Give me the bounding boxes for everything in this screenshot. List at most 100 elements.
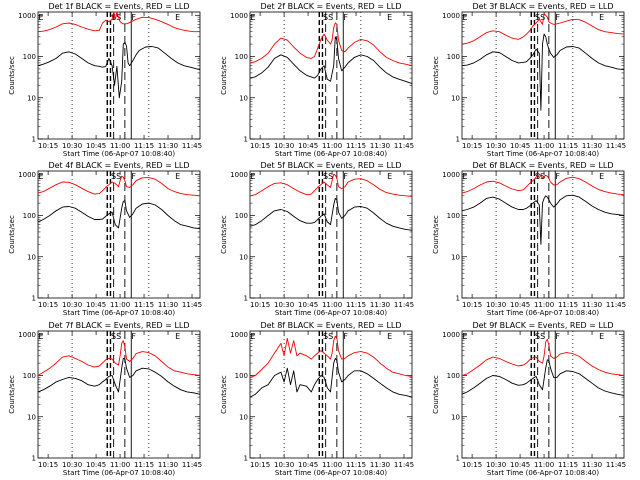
y-tick-label: 100 bbox=[235, 53, 248, 61]
x-tick-label: 11:30 bbox=[158, 142, 178, 150]
plot-frame bbox=[37, 330, 201, 459]
time-marker-label: E bbox=[250, 172, 255, 181]
lld-series-line bbox=[249, 173, 413, 197]
plot-frame bbox=[249, 170, 413, 299]
x-tick-label: 11:00 bbox=[322, 301, 342, 309]
y-tick-label: 10 bbox=[451, 413, 460, 421]
time-marker-label: E bbox=[38, 172, 43, 181]
panel-title: Det 3f BLACK = Events, RED = LLD bbox=[472, 2, 613, 11]
panel-title: Det 8f BLACK = Events, RED = LLD bbox=[260, 321, 401, 330]
x-tick-label: 10:15 bbox=[38, 461, 58, 469]
time-marker-label: E bbox=[250, 13, 255, 22]
x-tick-label: 10:15 bbox=[250, 142, 270, 150]
x-tick-label: 10:45 bbox=[298, 461, 318, 469]
y-tick-label: 10 bbox=[27, 253, 36, 261]
time-marker-label: SS bbox=[111, 172, 121, 181]
x-tick-label: 11:15 bbox=[346, 301, 366, 309]
lld-series-line bbox=[461, 173, 625, 196]
y-tick-label: 1 bbox=[244, 136, 248, 144]
x-tick-label: 11:15 bbox=[134, 461, 154, 469]
x-tick-label: 11:45 bbox=[182, 301, 202, 309]
y-axis-label: Counts/sec bbox=[220, 56, 228, 95]
x-tick-label: 10:30 bbox=[486, 461, 506, 469]
events-series-line bbox=[461, 194, 625, 245]
time-marker-label: E bbox=[599, 172, 604, 181]
events-series-line bbox=[249, 357, 413, 398]
time-marker-label: F bbox=[555, 172, 560, 181]
x-tick-label: 10:30 bbox=[486, 142, 506, 150]
x-tick-label: 10:15 bbox=[38, 142, 58, 150]
events-series-line bbox=[249, 36, 413, 85]
y-tick-label: 100 bbox=[447, 53, 460, 61]
x-axis-label: Start Time (06-Apr-07 10:08:40) bbox=[275, 150, 387, 158]
time-marker-label: F bbox=[131, 332, 136, 341]
lld-series-line bbox=[461, 338, 625, 376]
lld-series-line bbox=[37, 11, 200, 33]
panel-title: Det 6f BLACK = Events, RED = LLD bbox=[472, 161, 613, 170]
x-tick-label: 11:15 bbox=[134, 142, 154, 150]
time-marker-label: E bbox=[387, 172, 392, 181]
lld-series-line bbox=[37, 175, 201, 197]
plot-frame bbox=[461, 330, 625, 459]
x-tick-label: 10:45 bbox=[86, 461, 106, 469]
y-tick-label: 1 bbox=[456, 136, 460, 144]
plot-frame bbox=[249, 11, 413, 140]
x-tick-label: 10:45 bbox=[86, 142, 106, 150]
x-tick-label: 10:30 bbox=[62, 142, 82, 150]
y-tick-label: 100 bbox=[235, 212, 248, 220]
time-marker-label: E bbox=[38, 332, 43, 341]
x-tick-label: 10:30 bbox=[274, 301, 294, 309]
y-axis-label: Counts/sec bbox=[220, 375, 228, 414]
time-marker-label: E bbox=[38, 13, 43, 22]
y-tick-label: 100 bbox=[23, 212, 36, 220]
y-tick-label: 100 bbox=[23, 53, 36, 61]
y-tick-label: 1 bbox=[244, 455, 248, 463]
x-tick-label: 10:15 bbox=[462, 142, 482, 150]
x-axis-label: Start Time (06-Apr-07 10:08:40) bbox=[275, 469, 387, 477]
time-marker-label: SS bbox=[323, 13, 333, 22]
plot-frame bbox=[37, 11, 201, 140]
x-axis-label: Start Time (06-Apr-07 10:08:40) bbox=[487, 309, 599, 317]
time-marker-label: E bbox=[462, 13, 467, 22]
plot-frame bbox=[249, 330, 413, 459]
x-tick-label: 11:45 bbox=[182, 142, 202, 150]
panel-title: Det 9f BLACK = Events, RED = LLD bbox=[472, 321, 613, 330]
x-axis-label: Start Time (06-Apr-07 10:08:40) bbox=[63, 469, 175, 477]
y-axis-label: Counts/sec bbox=[432, 56, 440, 95]
y-tick-label: 10 bbox=[239, 253, 248, 261]
events-series-line bbox=[37, 41, 201, 99]
x-tick-label: 10:45 bbox=[510, 301, 530, 309]
plot-frame bbox=[37, 170, 201, 299]
x-tick-label: 10:45 bbox=[298, 301, 318, 309]
x-tick-label: 10:15 bbox=[250, 301, 270, 309]
lld-series-line bbox=[461, 13, 625, 45]
x-tick-label: 11:00 bbox=[110, 461, 130, 469]
y-tick-label: 1000 bbox=[442, 12, 460, 20]
y-axis-label: Counts/sec bbox=[8, 56, 16, 95]
x-tick-label: 10:15 bbox=[38, 301, 58, 309]
lld-series-line bbox=[249, 335, 413, 378]
x-tick-label: 11:00 bbox=[110, 142, 130, 150]
y-tick-label: 1000 bbox=[18, 331, 36, 339]
events-series-line bbox=[461, 33, 625, 111]
x-tick-label: 11:15 bbox=[346, 461, 366, 469]
time-marker-label: E bbox=[462, 172, 467, 181]
x-tick-label: 11:45 bbox=[606, 461, 626, 469]
y-tick-label: 100 bbox=[447, 372, 460, 380]
y-tick-label: 1000 bbox=[18, 171, 36, 179]
x-tick-label: 11:30 bbox=[582, 142, 602, 150]
y-axis-label: Counts/sec bbox=[8, 375, 16, 414]
x-tick-label: 10:30 bbox=[62, 301, 82, 309]
panel-title: Det 5f BLACK = Events, RED = LLD bbox=[260, 161, 401, 170]
lld-series-line bbox=[37, 340, 201, 376]
plot-frame bbox=[461, 170, 625, 299]
events-series-line bbox=[37, 357, 201, 395]
x-tick-label: 11:15 bbox=[134, 301, 154, 309]
x-tick-label: 11:45 bbox=[606, 301, 626, 309]
x-tick-label: 11:45 bbox=[394, 301, 414, 309]
